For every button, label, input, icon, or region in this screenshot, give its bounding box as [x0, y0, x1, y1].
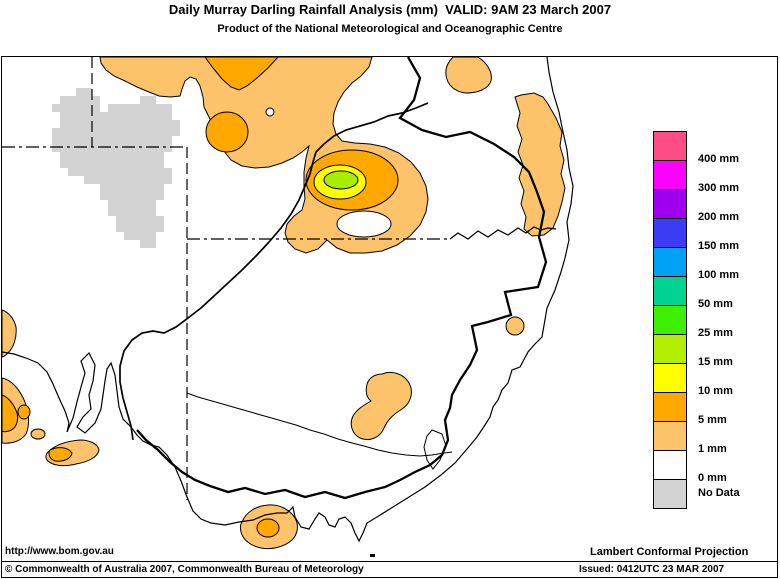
url-label: http://www.bom.gov.au [5, 546, 114, 557]
rain-area-1mm-ne [445, 57, 492, 94]
island-mark [370, 554, 375, 557]
legend-label-25-mm: 25 mm [698, 327, 733, 339]
legend-label-10-mm: 10 mm [698, 385, 733, 397]
murray-river-border [186, 392, 453, 457]
legend-swatch-4 [653, 247, 687, 277]
copyright-text: © Commonwealth of Australia 2007, Common… [5, 564, 364, 575]
rain-area-1mm-w1 [2, 309, 17, 358]
legend-swatch-11 [653, 450, 687, 480]
rain-hole-white [265, 107, 275, 117]
legend-label-300-mm: 300 mm [698, 182, 739, 194]
legend-swatch-10 [653, 421, 687, 451]
legend-label-100-mm: 100 mm [698, 269, 739, 281]
rain-area-1mm-dot [505, 316, 525, 336]
legend-label-200-mm: 200 mm [698, 211, 739, 223]
legend-label-15-mm: 15 mm [698, 356, 733, 368]
legend-swatch-0 [653, 131, 687, 161]
legend-label-400-mm: 400 mm [698, 153, 739, 165]
legend-swatch-12 [653, 479, 687, 509]
legend-label-50-mm: 50 mm [698, 298, 733, 310]
legend-label-0-mm: 0 mm [698, 472, 727, 484]
bottom-bar: © Commonwealth of Australia 2007, Common… [1, 561, 778, 578]
legend-swatch-2 [653, 189, 687, 219]
basin-boundary [136, 57, 548, 500]
issued-text: Issued: 0412UTC 23 MAR 2007 [579, 564, 725, 575]
legend-label-no-data: No Data [698, 487, 740, 499]
rain-area-1mm-peanut [350, 371, 412, 441]
map-canvas [2, 57, 574, 557]
act-border [423, 429, 447, 470]
legend-swatch-6 [653, 305, 687, 335]
page-title: Daily Murray Darling Rainfall Analysis (… [168, 2, 612, 17]
rain-area-5mm-triangle [204, 57, 279, 91]
rain-area-15mm-core [323, 170, 359, 190]
legend-swatch-8 [653, 363, 687, 393]
legend-label-150-mm: 150 mm [698, 240, 739, 252]
page-subtitle: Product of the National Meteorological a… [217, 23, 563, 35]
rain-area-1mm-w3 [30, 428, 46, 440]
legend-swatch-3 [653, 218, 687, 248]
rain-area-5mm-southcore [256, 518, 280, 538]
no-data-area [52, 88, 180, 248]
legend-swatch-7 [653, 334, 687, 364]
rain-area-5mm-w2b [17, 404, 31, 420]
legend-label-5-mm: 5 mm [698, 414, 727, 426]
rain-area-5mm-blob [205, 111, 249, 153]
coastline [2, 57, 574, 543]
rain-notch-white [336, 210, 392, 238]
rain-area-1mm-coast [514, 92, 566, 237]
rain-area-5mm-islandcore [48, 447, 73, 462]
projection-label: Lambert Conformal Projection [590, 546, 749, 558]
darling-murray-river [119, 102, 429, 441]
legend-swatch-9 [653, 392, 687, 422]
map-frame: 400 mm 300 mm 200 mm 150 mm 100 mm 50 mm 25 mm… [1, 56, 778, 562]
legend-swatch-1 [653, 160, 687, 190]
legend-label-1-mm: 1 mm [698, 443, 727, 455]
rain-area-5mm-w2core [2, 394, 19, 433]
legend-swatch-5 [653, 276, 687, 306]
legend: 400 mm 300 mm 200 mm 150 mm 100 mm 50 mm 25 mm… [653, 131, 773, 511]
